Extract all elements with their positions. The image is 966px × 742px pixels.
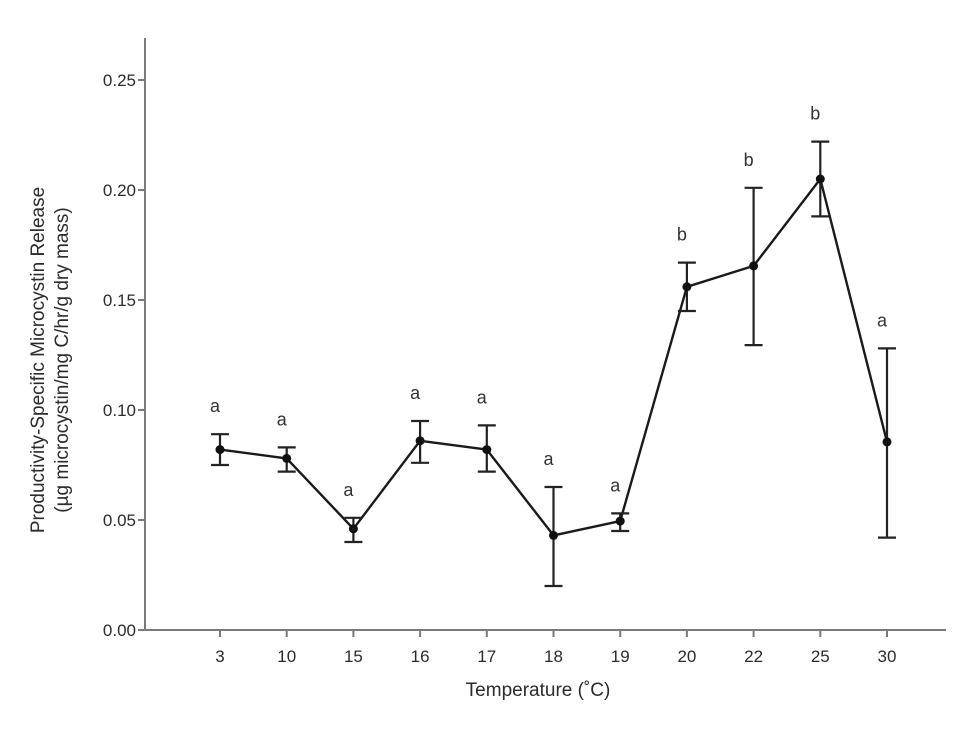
- data-point: [482, 445, 492, 455]
- significance-letter: a: [610, 475, 621, 495]
- y-tick-label: 0.05: [103, 511, 136, 530]
- data-point: [749, 261, 759, 271]
- y-ticks: 0.00 0.05 0.10 0.15 0.20 0.25: [103, 71, 145, 640]
- x-tick-label: 16: [411, 647, 430, 666]
- series-line: [219, 177, 889, 537]
- x-axis-title: Temperature (˚C): [466, 680, 611, 701]
- x-tick-label: 15: [344, 647, 363, 666]
- significance-letter: a: [877, 310, 888, 330]
- data-point: [682, 282, 692, 292]
- data-point: [615, 516, 625, 526]
- y-tick-label: 0.15: [103, 291, 136, 310]
- y-tick-label: 0.00: [103, 621, 136, 640]
- data-point: [815, 174, 825, 184]
- x-tick-label: 18: [544, 647, 563, 666]
- x-tick-label: 30: [878, 647, 897, 666]
- y-tick-label: 0.25: [103, 71, 136, 90]
- data-point: [282, 453, 292, 463]
- data-point: [348, 524, 358, 534]
- significance-letter: a: [543, 449, 554, 469]
- data-point: [882, 437, 892, 447]
- axes: 0.00 0.05 0.10 0.15 0.20 0.25 3 10 15 16 17 18 19 20…: [103, 38, 946, 666]
- data-point: [415, 436, 425, 446]
- significance-letter: a: [343, 480, 354, 500]
- x-tick-label: 17: [477, 647, 496, 666]
- series-layer: a a a a a a a b b b a: [210, 104, 896, 588]
- significance-letter: b: [677, 225, 687, 245]
- x-ticks: 3 10 15 16 17 18 19 20 22 25 30: [215, 630, 896, 666]
- x-tick-label: 22: [744, 647, 763, 666]
- x-tick-label: 19: [611, 647, 630, 666]
- y-tick-label: 0.20: [103, 181, 136, 200]
- y-tick-label: 0.10: [103, 401, 136, 420]
- y-axis-title-line-1: Productivity-Specific Microcystin Releas…: [28, 187, 49, 533]
- significance-letter: a: [477, 387, 488, 407]
- significance-letter: a: [410, 383, 421, 403]
- x-tick-label: 10: [277, 647, 296, 666]
- x-tick-label: 3: [215, 647, 224, 666]
- y-axis-title-line-2: (µg microcystin/mg C/hr/g dry mass): [52, 207, 73, 513]
- x-tick-label: 20: [677, 647, 696, 666]
- significance-letter: b: [744, 150, 754, 170]
- x-tick-label: 25: [811, 647, 830, 666]
- data-point: [549, 530, 558, 540]
- data-point: [215, 445, 225, 455]
- significance-letter: a: [210, 396, 221, 416]
- significance-letter: b: [810, 104, 820, 124]
- significance-letter: a: [277, 409, 288, 429]
